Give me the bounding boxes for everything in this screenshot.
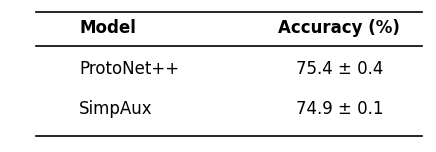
Text: 74.9 ± 0.1: 74.9 ± 0.1 [296, 100, 383, 118]
Text: 75.4 ± 0.4: 75.4 ± 0.4 [296, 60, 383, 78]
Text: Model: Model [79, 19, 136, 37]
Text: ProtoNet++: ProtoNet++ [79, 60, 180, 78]
Text: SimpAux: SimpAux [79, 100, 153, 118]
Text: Accuracy (%): Accuracy (%) [278, 19, 400, 37]
